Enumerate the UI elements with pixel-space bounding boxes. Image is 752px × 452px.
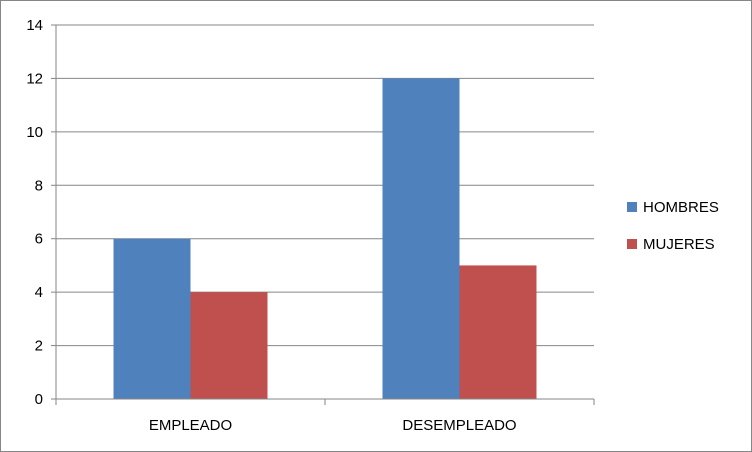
legend-item-hombres: HOMBRES <box>627 197 719 217</box>
y-tick-label-14: 14 <box>26 17 43 34</box>
y-tick-label-6: 6 <box>35 231 43 248</box>
label-layer: 0 2 4 6 8 10 12 14 EMPLEADO DESEMPLEADO <box>26 17 516 434</box>
bar-hombres-empleado <box>113 238 191 399</box>
y-tick-label-8: 8 <box>35 177 43 194</box>
y-tick-label-10: 10 <box>26 124 43 141</box>
axis-layer <box>51 24 595 405</box>
legend-swatch-mujeres <box>627 239 637 249</box>
bar-hombres-desempleado <box>382 78 460 399</box>
y-tick-label-0: 0 <box>35 391 43 408</box>
legend: HOMBRES MUJERES <box>627 197 719 271</box>
legend-label-hombres: HOMBRES <box>643 198 719 216</box>
y-tick-label-4: 4 <box>35 284 43 301</box>
legend-label-mujeres: MUJERES <box>643 235 715 253</box>
y-tick-label-2: 2 <box>35 338 43 355</box>
x-tick-label-empleado: EMPLEADO <box>149 417 232 434</box>
bar-layer <box>113 78 537 399</box>
legend-swatch-hombres <box>627 202 637 212</box>
y-tick-label-12: 12 <box>26 70 43 87</box>
legend-item-mujeres: MUJERES <box>627 234 719 254</box>
bar-mujeres-desempleado <box>459 265 537 399</box>
bar-mujeres-empleado <box>190 292 268 399</box>
x-tick-label-desempleado: DESEMPLEADO <box>402 417 516 434</box>
